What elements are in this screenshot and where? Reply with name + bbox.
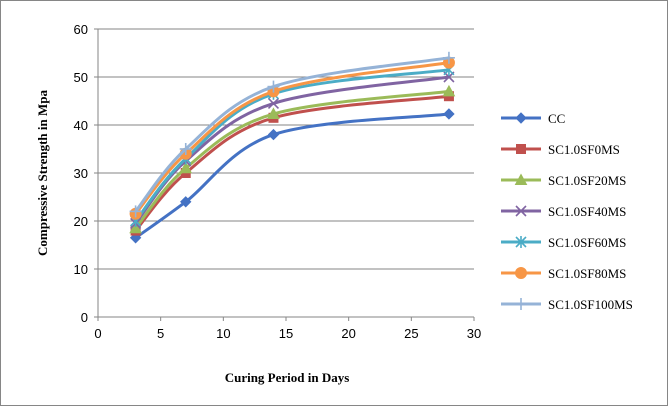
legend-marker [516,144,526,154]
x-tick-label: 10 [216,326,230,341]
y-tick-label: 20 [74,214,88,229]
x-tick-label: 15 [279,326,293,341]
x-tick-label: 5 [157,326,164,341]
legend-entry-sc1-0sf40ms: SC1.0SF40MS [501,204,626,219]
series-line-sc1-0sf20ms [134,89,450,230]
data-point [267,128,280,141]
y-tick-label: 40 [74,118,88,133]
axes: 0 10 20 30 40 50 60 0 5 10 15 20 25 30 [74,22,482,341]
legend-marker [515,205,527,217]
x-tick-label: 0 [94,326,101,341]
x-tick-label: 30 [467,326,481,341]
y-tick-label: 30 [74,166,88,181]
series-sc1-0sf60ms [130,63,455,227]
x-axis-title: Curing Period in Days [225,370,350,385]
legend-label: CC [548,111,565,126]
legend-marker [514,173,528,185]
y-tick-label: 50 [74,70,88,85]
legend: CC SC1.0SF0MS SC1.0SF20MS SC1.0SF40MS SC1.0S… [501,111,633,312]
series-line-sc1-0sf0ms [134,94,450,232]
series-sc1-0sf20ms [129,84,456,234]
legend-entry-sc1-0sf0ms: SC1.0SF0MS [501,142,620,157]
legend-entry-sc1-0sf60ms: SC1.0SF60MS [501,235,626,250]
data-point [442,51,455,64]
data-point [129,221,142,234]
gridlines [98,28,474,270]
x-tick-label: 25 [404,326,418,341]
legend-entry-cc: CC [501,111,565,126]
data-point [267,80,280,93]
data-point [443,108,455,120]
data-point [180,196,192,208]
series-line-sc1-0sf100ms [134,56,450,213]
legend-label: SC1.0SF0MS [548,142,620,157]
legend-entry-sc1-0sf20ms: SC1.0SF20MS [501,173,626,188]
legend-entry-sc1-0sf100ms: SC1.0SF100MS [501,297,633,312]
legend-marker [515,267,527,279]
y-tick-label: 0 [81,310,88,325]
data-point [179,161,193,174]
series-sc1-0sf100ms [129,51,455,218]
series-line-sc1-0sf60ms [134,68,450,222]
legend-marker [515,112,527,124]
legend-entry-sc1-0sf80ms: SC1.0SF80MS [501,266,626,281]
legend-marker [515,298,527,310]
y-axis-title: Compressive Strength in Mpa [35,90,50,256]
x-tick-label: 20 [341,326,355,341]
series-line-cc [134,112,450,240]
legend-label: SC1.0SF80MS [548,266,626,281]
data-point [267,107,280,119]
series-cc [129,108,455,244]
data-point [267,97,280,109]
series-line-sc1-0sf80ms [134,61,450,215]
series-layer [129,51,456,244]
y-tick-label: 60 [74,22,88,37]
legend-label: SC1.0SF20MS [548,173,626,188]
legend-label: SC1.0SF60MS [548,235,626,250]
data-point [129,205,142,218]
legend-marker [515,236,527,248]
data-point [442,84,456,97]
y-tick-label: 10 [74,262,88,277]
data-point [179,143,192,155]
legend-label: SC1.0SF40MS [548,204,626,219]
legend-label: SC1.0SF100MS [548,297,633,312]
